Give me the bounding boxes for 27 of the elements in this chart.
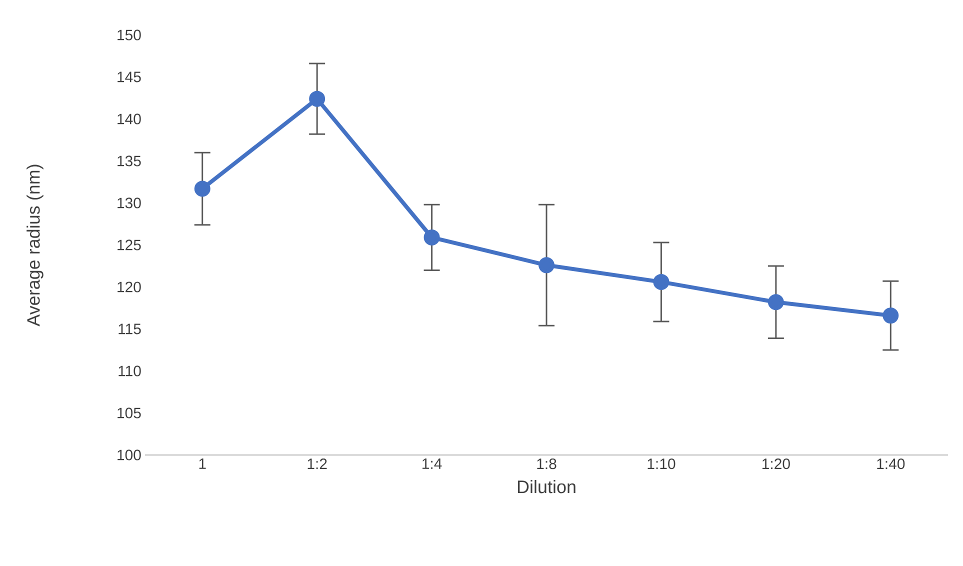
point [768, 294, 784, 310]
y-axis-title: Average radius (nm) [26, 164, 44, 326]
point [424, 229, 440, 246]
y-tick-label: 145 [118, 72, 141, 82]
y-tick-label: 125 [118, 240, 141, 250]
x-tick-label: 1:10 [648, 458, 676, 470]
x-tick-label: 1 [199, 458, 206, 469]
point [882, 308, 899, 324]
point [309, 90, 326, 107]
x-tick-label: 1:20 [762, 458, 790, 470]
y-tick-label: 130 [118, 198, 141, 208]
y-tick-label: 140 [118, 114, 141, 124]
y-tick-label: 120 [118, 282, 141, 292]
y-tick-label: 105 [118, 408, 141, 418]
point [653, 274, 670, 290]
y-tick-label: 110 [118, 366, 141, 376]
x-tick-label: 1:8 [537, 458, 556, 470]
x-tick-label: 1:40 [877, 458, 905, 470]
y-tick-label: 135 [118, 156, 141, 166]
point [538, 257, 555, 274]
y-tick-label: 150 [118, 30, 141, 40]
x-tick-label: 1:4 [422, 458, 442, 469]
y-tick-label: 100 [118, 450, 141, 460]
x-tick-label: 1:2 [308, 458, 327, 470]
point [194, 180, 210, 197]
y-tick-label: 115 [118, 324, 141, 334]
x-axis-title: Dilution [518, 480, 576, 494]
